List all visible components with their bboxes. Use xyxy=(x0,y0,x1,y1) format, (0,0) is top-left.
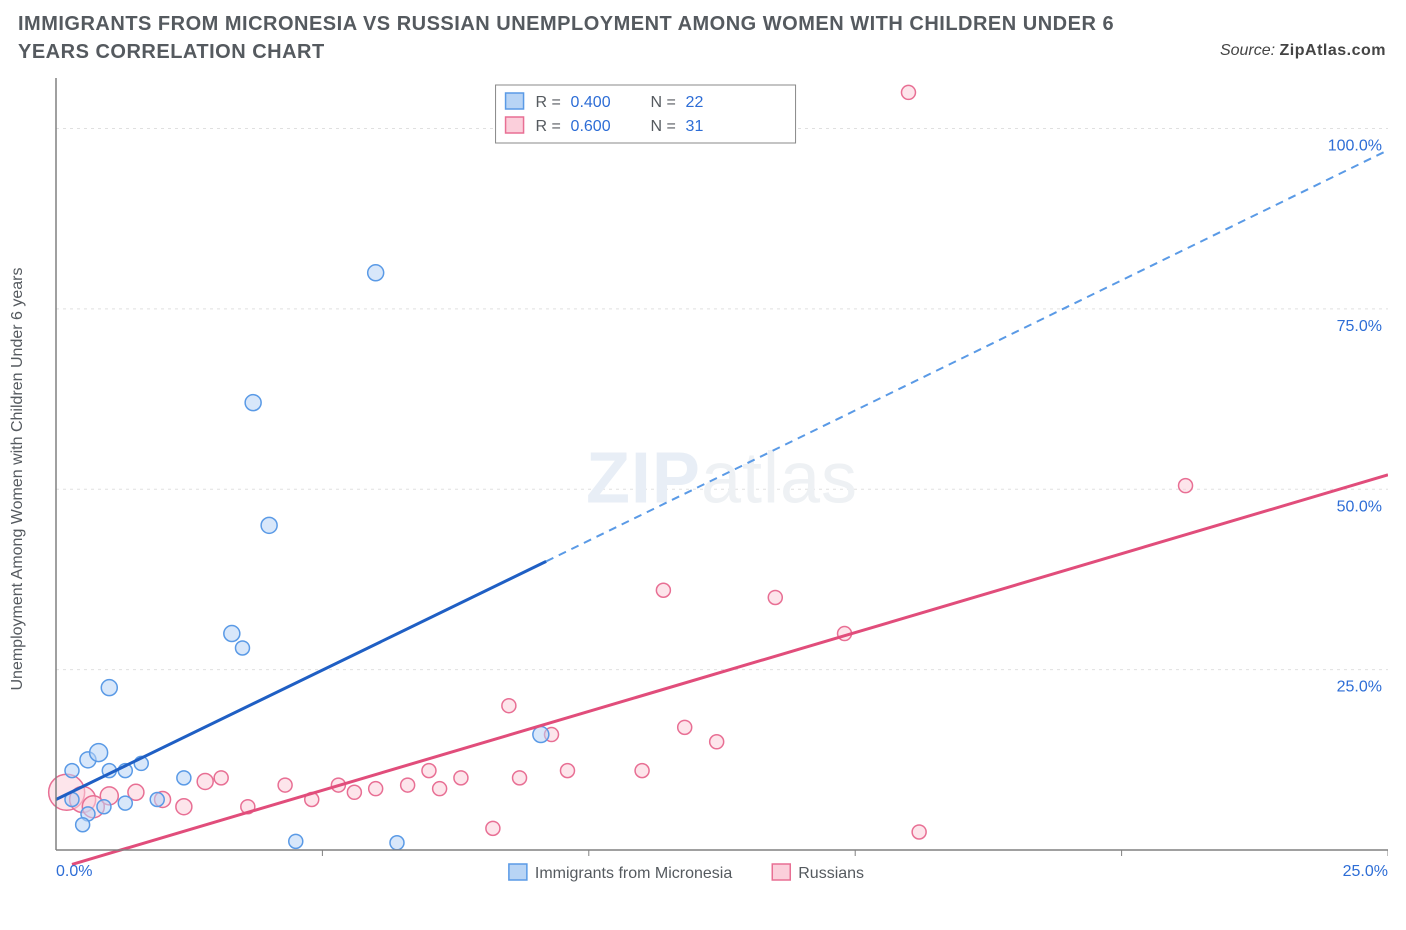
micronesia-point xyxy=(245,395,261,411)
micronesia-point xyxy=(150,792,164,806)
y-tick-label: 100.0% xyxy=(1328,138,1382,155)
micronesia-point xyxy=(97,800,111,814)
russians-point xyxy=(401,778,415,792)
legend-n-label: N = xyxy=(651,94,676,111)
y-axis-label: Unemployment Among Women with Children U… xyxy=(9,267,27,690)
russians-point xyxy=(710,735,724,749)
russians-point xyxy=(433,782,447,796)
micronesia-point xyxy=(101,680,117,696)
micronesia-point xyxy=(65,764,79,778)
legend-swatch xyxy=(506,93,524,109)
micronesia-point xyxy=(261,517,277,533)
micronesia-point xyxy=(289,834,303,848)
legend-swatch xyxy=(509,864,527,880)
russians-point xyxy=(197,773,213,789)
x-max-label: 25.0% xyxy=(1343,863,1388,880)
micronesia-point xyxy=(533,727,549,743)
russians-point xyxy=(278,778,292,792)
micronesia-point xyxy=(118,796,132,810)
russians-point xyxy=(422,764,436,778)
y-tick-label: 50.0% xyxy=(1337,498,1382,515)
legend-r-label: R = xyxy=(536,94,561,111)
russians-point xyxy=(1179,479,1193,493)
russians-point xyxy=(635,764,649,778)
legend-n-value: 22 xyxy=(686,94,704,111)
legend-n-label: N = xyxy=(651,118,676,135)
micronesia-point xyxy=(224,626,240,642)
micronesia-point xyxy=(235,641,249,655)
russians-point xyxy=(560,764,574,778)
legend-n-value: 31 xyxy=(686,118,704,135)
scatter-chart: ZIPatlas 25.0% 50.0% 75.0% 100.0% 0.0% 25.0% R … xyxy=(18,78,1388,910)
source-prefix: Source: xyxy=(1220,42,1280,59)
micronesia-point xyxy=(76,818,90,832)
y-tick-label: 75.0% xyxy=(1337,318,1382,335)
legend-r-value: 0.600 xyxy=(571,118,611,135)
trend-line xyxy=(56,561,546,799)
russians-point xyxy=(454,771,468,785)
legend-swatch xyxy=(506,117,524,133)
russians-point xyxy=(912,825,926,839)
russians-point xyxy=(513,771,527,785)
russians-point xyxy=(768,590,782,604)
russians-point xyxy=(486,821,500,835)
x-min-label: 0.0% xyxy=(56,863,92,880)
russians-point xyxy=(176,799,192,815)
micronesia-point xyxy=(368,265,384,281)
legend-r-value: 0.400 xyxy=(571,94,611,111)
chart-area: Unemployment Among Women with Children U… xyxy=(18,78,1388,880)
legend-series-label: Immigrants from Micronesia xyxy=(535,865,732,882)
source-attribution: Source: ZipAtlas.com xyxy=(1220,42,1386,60)
micronesia-point xyxy=(90,744,108,762)
russians-point xyxy=(901,85,915,99)
micronesia-point xyxy=(177,771,191,785)
russians-point xyxy=(369,782,383,796)
russians-point xyxy=(656,583,670,597)
russians-point xyxy=(678,720,692,734)
legend-r-label: R = xyxy=(536,118,561,135)
watermark: ZIPatlas xyxy=(586,439,858,519)
russians-point xyxy=(347,785,361,799)
trend-line xyxy=(546,150,1388,561)
chart-title: IMMIGRANTS FROM MICRONESIA VS RUSSIAN UN… xyxy=(18,10,1138,66)
russians-point xyxy=(502,699,516,713)
russians-point xyxy=(214,771,228,785)
source-name: ZipAtlas.com xyxy=(1280,42,1386,59)
micronesia-point xyxy=(390,836,404,850)
legend-series-label: Russians xyxy=(798,865,864,882)
legend-swatch xyxy=(772,864,790,880)
y-tick-label: 25.0% xyxy=(1337,679,1382,696)
